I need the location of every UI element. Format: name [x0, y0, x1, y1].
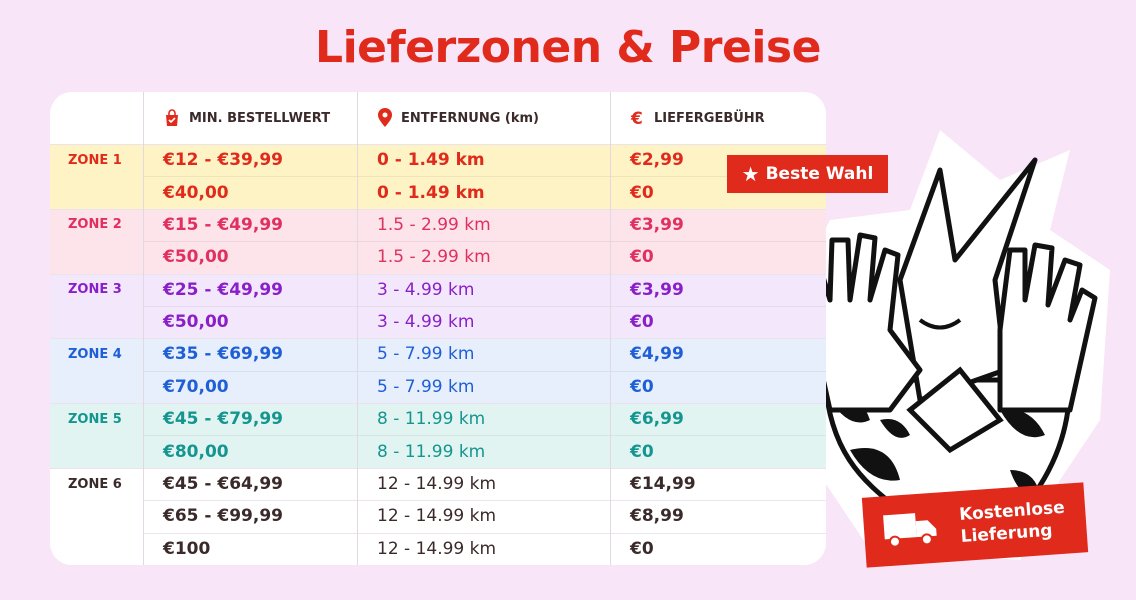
price-table: MIN. BESTELLWERT ENTFERNUNG (km) € LIEFERGE… — [50, 92, 826, 565]
column-header: ENTFERNUNG (km) — [377, 92, 539, 144]
column-header: € LIEFERGEBÜHR — [630, 92, 765, 144]
zone-band — [50, 273, 826, 339]
table-cell: €8,99 — [630, 506, 684, 527]
zone-separator — [50, 144, 826, 145]
row-separator — [143, 532, 826, 534]
table-cell: 12 - 14.99 km — [377, 474, 497, 495]
table-cell: 3 - 4.99 km — [377, 312, 475, 333]
table-cell: €0 — [630, 441, 654, 462]
table-cell: 3 - 4.99 km — [377, 279, 475, 300]
table-cell: €45 - €79,99 — [163, 409, 283, 430]
zone-separator — [50, 467, 826, 469]
row-separator — [143, 241, 826, 243]
table-cell: 1.5 - 2.99 km — [377, 214, 491, 235]
table-cell: €6,99 — [630, 409, 684, 430]
table-cell: €0 — [630, 376, 654, 397]
table-cell: €15 - €49,99 — [163, 214, 283, 235]
column-header-text: MIN. BESTELLWERT — [189, 110, 331, 126]
zone-separator — [50, 403, 826, 405]
table-cell: 12 - 14.99 km — [377, 538, 497, 559]
illustration — [790, 130, 1110, 560]
zone-label: ZONE 6 — [68, 476, 122, 492]
title: Lieferzonen & Preise — [315, 22, 821, 73]
zone-label: ZONE 4 — [68, 346, 122, 362]
zone-band — [50, 144, 826, 209]
best-label: Beste Wahl — [765, 164, 874, 184]
table-cell: €2,99 — [630, 150, 684, 171]
zone-band — [50, 467, 826, 565]
zone-band — [50, 208, 826, 274]
table-cell: €50,00 — [163, 312, 229, 333]
zone-separator — [50, 273, 826, 275]
table-cell: €25 - €49,99 — [163, 279, 283, 300]
table-cell: 8 - 11.99 km — [377, 441, 486, 462]
zone-band — [50, 403, 826, 468]
table-cell: €12 - €39,99 — [163, 150, 283, 171]
free-badge: Kostenlose Lieferung — [861, 482, 1089, 568]
row-separator — [143, 176, 826, 178]
table-cell: 0 - 1.49 km — [377, 150, 485, 171]
row-separator — [143, 370, 826, 372]
table-cell: 0 - 1.49 km — [377, 182, 485, 203]
table-cell: €35 - €69,99 — [163, 344, 283, 365]
table-cell: €40,00 — [163, 182, 229, 203]
table-cell: 12 - 14.99 km — [377, 506, 497, 527]
table-cell: €65 - €99,99 — [163, 506, 283, 527]
table-cell: €0 — [630, 247, 654, 268]
row-separator — [143, 305, 826, 307]
truck-icon — [883, 513, 937, 548]
svg-text:€: € — [630, 109, 643, 127]
table-cell: €50,00 — [163, 247, 229, 268]
zone-label: ZONE 3 — [68, 282, 122, 298]
table-cell: €0 — [630, 312, 654, 333]
table-cell: €4,99 — [630, 344, 684, 365]
table-cell: 8 - 11.99 km — [377, 409, 486, 430]
table-cell: €45 - €64,99 — [163, 474, 283, 495]
column-header-text: ENTFERNUNG (km) — [401, 110, 539, 126]
zone-separator — [50, 208, 826, 210]
column-line — [357, 92, 358, 565]
table-cell: 5 - 7.99 km — [377, 376, 475, 397]
table-cell: €0 — [630, 538, 654, 559]
table-cell: €100 — [163, 538, 211, 559]
table-cell: €70,00 — [163, 376, 229, 397]
table-cell: €0 — [630, 182, 654, 203]
best-badge: ★ Beste Wahl — [727, 155, 888, 193]
column-header: MIN. BESTELLWERT — [163, 92, 330, 144]
row-separator — [143, 435, 826, 437]
table-cell: €80,00 — [163, 441, 229, 462]
row-separator — [143, 500, 826, 502]
table-cell: 5 - 7.99 km — [377, 344, 475, 365]
column-line — [143, 92, 144, 565]
zone-label: ZONE 2 — [68, 217, 122, 233]
table-cell: 1.5 - 2.99 km — [377, 247, 491, 268]
table-cell: €14,99 — [630, 474, 696, 495]
table-cell: €3,99 — [630, 214, 684, 235]
table-cell: €3,99 — [630, 279, 684, 300]
column-header-text: LIEFERGEBÜHR — [654, 110, 765, 126]
zone-label: ZONE 1 — [68, 152, 122, 168]
zone-label: ZONE 5 — [68, 411, 122, 427]
zone-band — [50, 338, 826, 404]
zone-separator — [50, 338, 826, 340]
column-line — [610, 92, 611, 565]
